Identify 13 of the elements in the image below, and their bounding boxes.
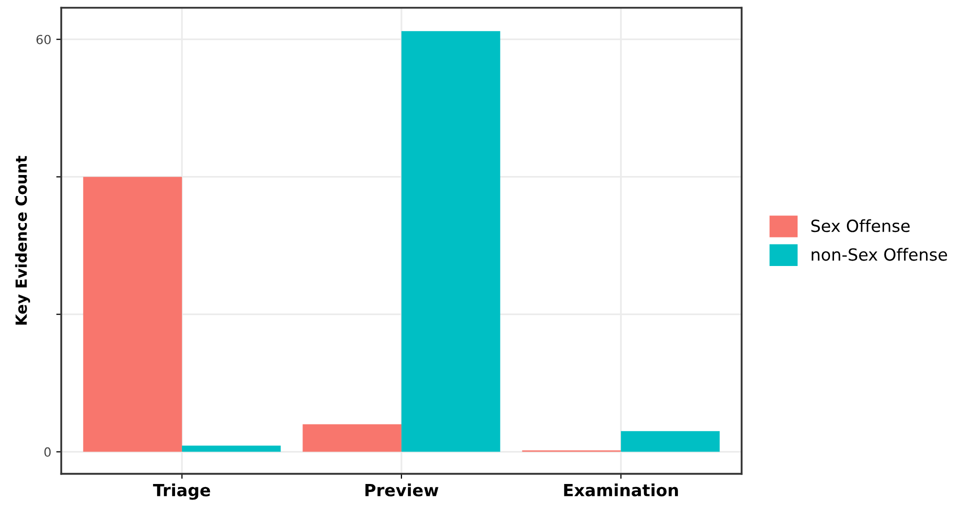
bar — [182, 446, 281, 452]
bar — [83, 176, 182, 452]
legend-label: Sex Offense — [811, 219, 910, 232]
bar — [401, 31, 500, 452]
bar — [620, 431, 720, 452]
legend-label: non-Sex Offense — [812, 248, 948, 261]
bar — [302, 424, 402, 452]
y-tick-label: 0 — [44, 447, 51, 457]
x-tick-label: Examination — [564, 484, 678, 496]
x-tick-label: Triage — [153, 484, 210, 500]
x-tick-label: Preview — [365, 484, 438, 496]
y-tick-label: 60 — [36, 34, 51, 44]
y-axis-title: Key Evidence Count — [15, 156, 30, 325]
